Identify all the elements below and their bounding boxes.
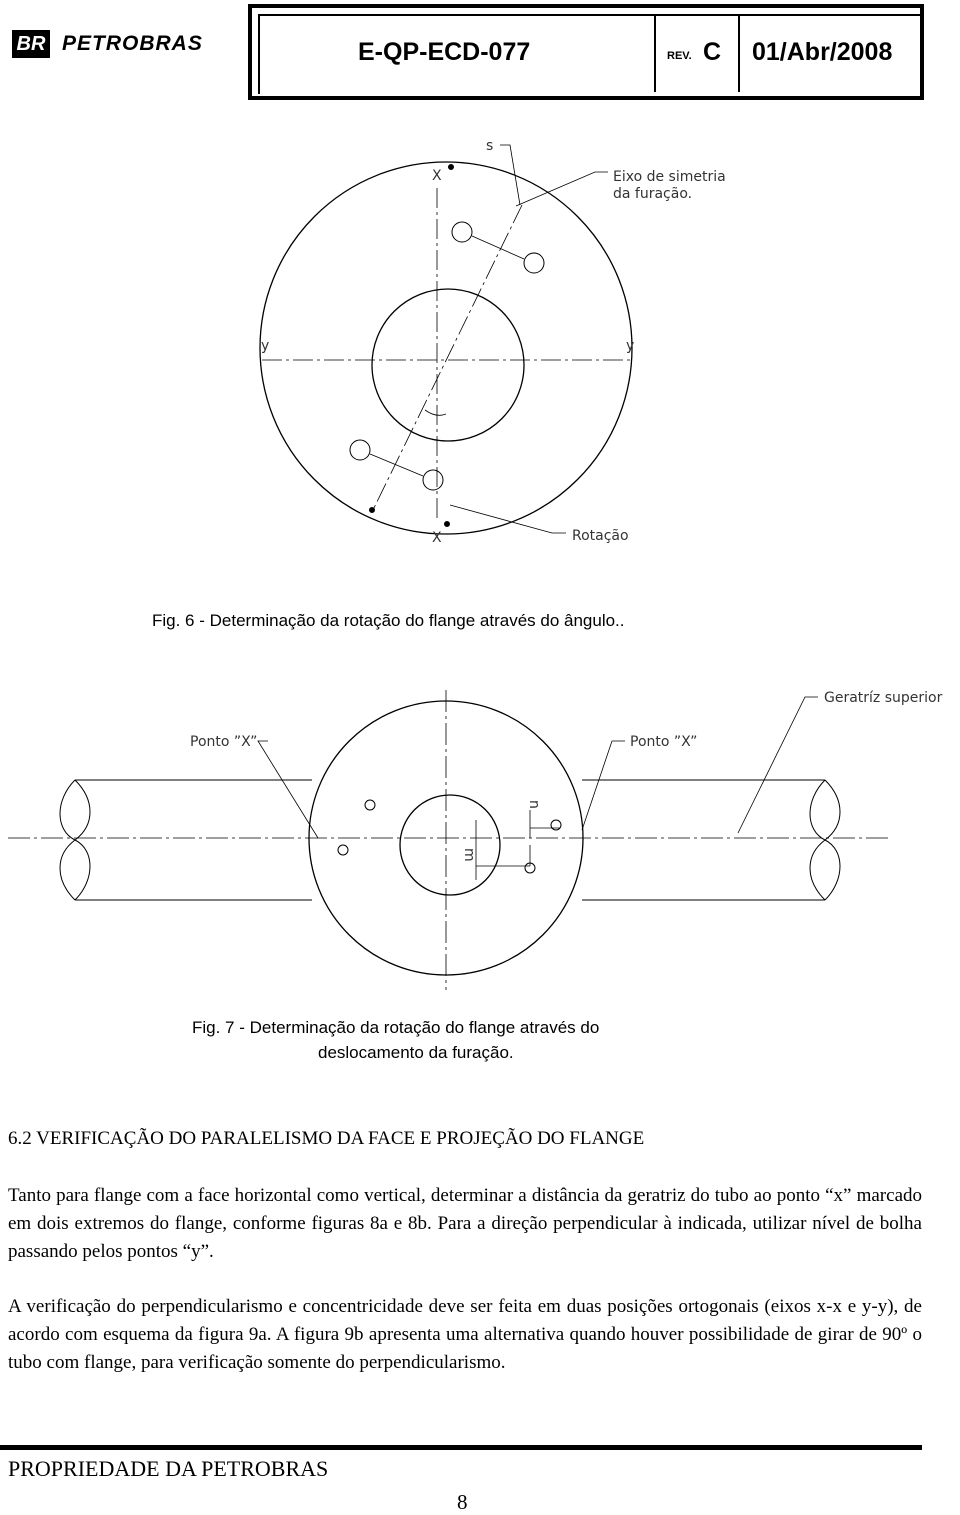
section-heading: 6.2 VERIFICAÇÃO DO PARALELISMO DA FACE E… xyxy=(8,1128,645,1149)
flange-outer xyxy=(259,161,633,535)
footer-rule xyxy=(0,1445,922,1450)
doc-code: E-QP-ECD-077 xyxy=(358,38,531,66)
point xyxy=(369,507,375,513)
pipe-break xyxy=(809,779,841,901)
hole xyxy=(364,799,376,811)
leader xyxy=(737,696,818,834)
hole xyxy=(451,221,473,243)
flange-inner xyxy=(371,288,525,442)
label: y xyxy=(261,338,269,354)
label: da furação. xyxy=(613,186,692,202)
label: Rotação xyxy=(572,528,629,544)
flange-outer xyxy=(308,700,584,976)
hole xyxy=(337,844,349,856)
logo-mark: BR xyxy=(12,30,50,58)
caption: Fig. 7 - Determinação da rotação do flan… xyxy=(192,1018,599,1037)
leader xyxy=(257,740,319,839)
label: X xyxy=(432,168,442,184)
label: Ponto ”X” xyxy=(630,734,697,750)
hole-link xyxy=(369,453,424,477)
page-number: 8 xyxy=(457,1490,468,1514)
leader xyxy=(449,504,566,534)
rev: C xyxy=(703,38,722,66)
caption: deslocamento da furação. xyxy=(318,1043,514,1062)
leader xyxy=(515,171,608,207)
leader xyxy=(500,144,521,206)
flange-inner xyxy=(399,794,501,896)
date: 01/Abr/2008 xyxy=(752,38,893,66)
caption: Fig. 6 - Determinação da rotação do flan… xyxy=(152,611,625,630)
pipe-break xyxy=(59,779,91,901)
hole xyxy=(523,252,545,274)
label: Eixo de simetria xyxy=(613,169,726,185)
hole xyxy=(550,819,562,831)
hole xyxy=(422,469,444,491)
figures: s X Eixo de simetria da furação. y y X R… xyxy=(8,138,943,1062)
leader xyxy=(581,740,625,831)
hole xyxy=(349,439,371,461)
header-inner xyxy=(258,14,924,94)
logo-text: PETROBRAS xyxy=(62,32,203,55)
divider xyxy=(654,16,656,92)
label: y xyxy=(626,338,634,354)
symmetry-axis xyxy=(371,204,523,513)
hole-link xyxy=(471,235,525,260)
point xyxy=(444,521,450,527)
point xyxy=(448,164,454,170)
label: s xyxy=(486,138,493,154)
footer-owner: PROPRIEDADE DA PETROBRAS xyxy=(8,1456,329,1481)
header-box xyxy=(248,4,924,100)
label: Ponto ”X” xyxy=(190,734,257,750)
label: n xyxy=(526,800,542,809)
divider xyxy=(738,16,740,92)
paragraph: Tanto para flange com a face horizontal … xyxy=(8,1185,922,1262)
label: X xyxy=(432,530,442,546)
label: Geratríz superior xyxy=(824,690,943,706)
angle-arc xyxy=(424,409,447,416)
rev-label: REV. xyxy=(667,50,692,62)
paragraph: A verificação do perpendicularismo e con… xyxy=(8,1296,922,1373)
header: BR PETROBRAS E-QP-ECD-077 REV. C 01/Abr/… xyxy=(0,0,960,100)
label: m xyxy=(461,848,477,862)
body: Tanto para flange com a face horizontal … xyxy=(8,1182,922,1377)
